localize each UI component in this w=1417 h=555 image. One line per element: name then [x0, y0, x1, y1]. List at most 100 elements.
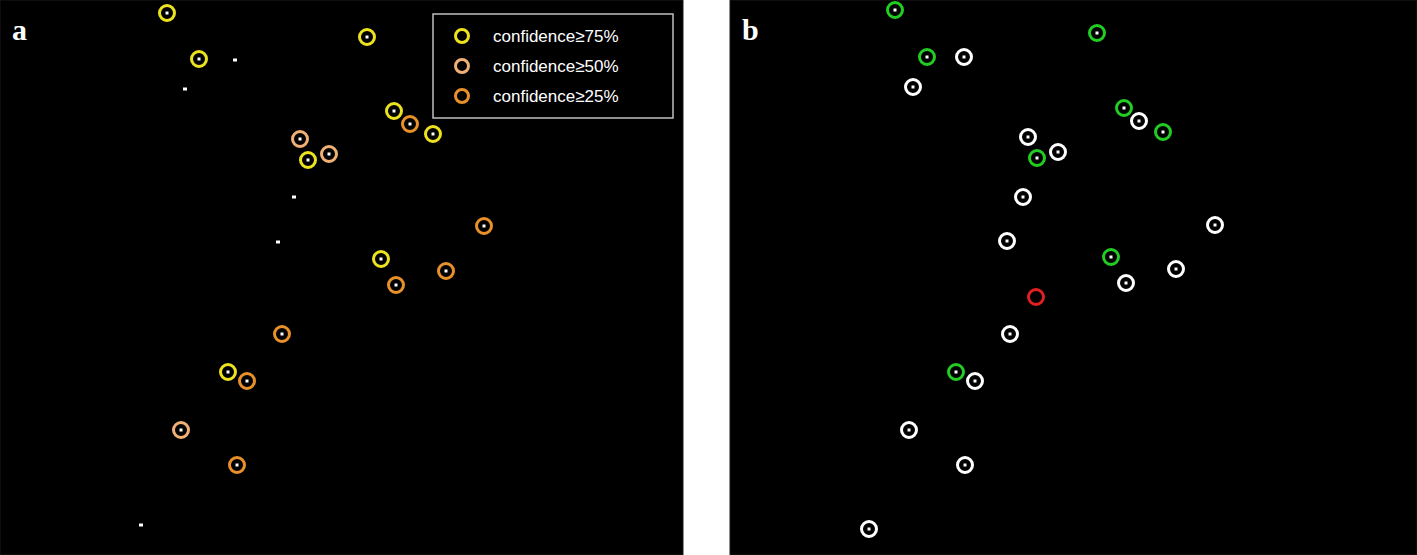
ring	[374, 252, 389, 267]
marks	[862, 3, 1223, 537]
point	[968, 374, 983, 389]
point	[292, 196, 296, 199]
point	[174, 423, 189, 438]
point	[1003, 327, 1018, 342]
dot	[236, 464, 239, 467]
dot	[1138, 120, 1141, 123]
dot	[1027, 136, 1030, 139]
dot	[328, 153, 331, 156]
legend-box	[433, 14, 673, 118]
ring	[1169, 262, 1184, 277]
ring	[360, 30, 375, 45]
ring	[1156, 125, 1171, 140]
ring	[1016, 190, 1031, 205]
point	[958, 458, 973, 473]
point	[949, 365, 964, 380]
point	[403, 117, 418, 132]
legend-label: confidence≥50%	[493, 57, 619, 76]
dot	[432, 133, 435, 136]
point	[1051, 145, 1066, 160]
point	[862, 522, 877, 537]
panel: b	[730, 0, 1417, 555]
point	[233, 59, 237, 62]
ring	[1003, 327, 1018, 342]
ring	[958, 458, 973, 473]
ring	[439, 264, 454, 279]
legend: confidence≥75%confidence≥50%confidence≥2…	[433, 14, 673, 118]
ring	[1208, 218, 1223, 233]
point	[387, 104, 402, 119]
dot	[395, 284, 398, 287]
ring	[240, 374, 255, 389]
point	[1208, 218, 1223, 233]
dot	[198, 58, 201, 61]
panel-label: a	[12, 13, 27, 46]
ring	[1029, 290, 1044, 305]
dot	[1214, 224, 1217, 227]
dot	[1096, 32, 1099, 35]
legend-label: confidence≥25%	[493, 87, 619, 106]
dot	[1175, 268, 1178, 271]
ring	[221, 365, 236, 380]
ring	[902, 423, 917, 438]
dot	[483, 225, 486, 228]
ring	[949, 365, 964, 380]
ring	[1030, 151, 1045, 166]
point	[276, 241, 280, 244]
ring	[477, 219, 492, 234]
point	[1104, 250, 1119, 265]
panel-label: b	[742, 13, 759, 46]
point	[920, 50, 935, 65]
dot	[445, 270, 448, 273]
point	[322, 147, 337, 162]
dot	[1006, 240, 1009, 243]
dot	[227, 371, 230, 374]
dot	[299, 138, 302, 141]
dot	[1036, 157, 1039, 160]
dot	[868, 528, 871, 531]
dot	[366, 36, 369, 39]
ring	[968, 374, 983, 389]
point	[902, 423, 917, 438]
point	[426, 127, 441, 142]
ring	[160, 6, 175, 21]
dot	[964, 464, 967, 467]
ring	[920, 50, 935, 65]
point	[160, 6, 175, 21]
point	[183, 88, 187, 91]
ring	[957, 50, 972, 65]
ring	[301, 153, 316, 168]
point	[1016, 190, 1031, 205]
point	[1029, 290, 1044, 305]
dot	[908, 429, 911, 432]
point	[888, 3, 903, 18]
dot	[292, 196, 296, 199]
point	[293, 132, 308, 147]
point	[192, 52, 207, 67]
dot	[1123, 107, 1126, 110]
ring	[230, 458, 245, 473]
point	[1030, 151, 1045, 166]
ring	[1000, 234, 1015, 249]
dot	[281, 333, 284, 336]
ring	[906, 80, 921, 95]
ring	[1117, 101, 1132, 116]
dot	[1110, 256, 1113, 259]
dot	[1162, 131, 1165, 134]
panel: a confidence≥75%confidence≥50%confidence≥…	[0, 0, 683, 555]
dot	[1009, 333, 1012, 336]
dot	[1022, 196, 1025, 199]
point	[439, 264, 454, 279]
ring	[174, 423, 189, 438]
point	[1090, 26, 1105, 41]
dot	[894, 9, 897, 12]
dot	[183, 88, 187, 91]
dot	[166, 12, 169, 15]
dot	[974, 380, 977, 383]
ring	[293, 132, 308, 147]
figure: a confidence≥75%confidence≥50%confidence≥…	[0, 0, 1417, 555]
ring	[403, 117, 418, 132]
point	[477, 219, 492, 234]
dot	[1125, 282, 1128, 285]
ring	[387, 104, 402, 119]
